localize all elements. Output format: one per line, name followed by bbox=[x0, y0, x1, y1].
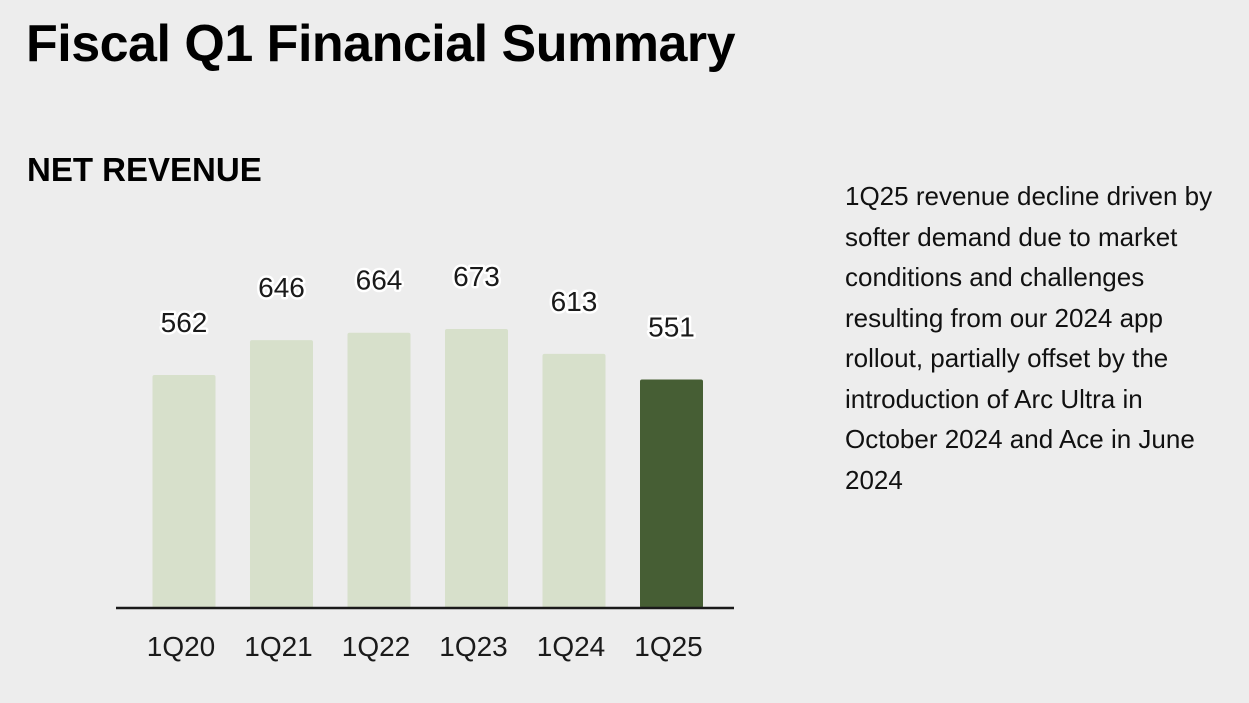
tick-labels-layer: 1Q20 1Q21 1Q22 1Q23 1Q24 1Q25 bbox=[147, 631, 703, 662]
bar-1q24 bbox=[542, 353, 606, 608]
bar-1q23 bbox=[445, 328, 508, 608]
x-tick-label-1q25: 1Q25 bbox=[634, 631, 703, 662]
value-labels-layer: 562 646 664 673 613 551 bbox=[158, 258, 697, 345]
data-label-1q21: 646 bbox=[258, 272, 305, 303]
bar-1q21 bbox=[250, 340, 313, 608]
page-title: Fiscal Q1 Financial Summary bbox=[26, 15, 736, 73]
bars-layer bbox=[152, 328, 703, 608]
x-tick-label-1q22: 1Q22 bbox=[342, 631, 411, 662]
revenue-commentary: 1Q25 revenue decline driven by softer de… bbox=[845, 181, 1213, 495]
bar-1q20 bbox=[152, 375, 216, 608]
chart-title: NET REVENUE bbox=[27, 151, 262, 188]
data-label-1q22: 664 bbox=[356, 265, 403, 296]
x-tick-label-1q23: 1Q23 bbox=[439, 631, 508, 662]
bar-1q25 bbox=[640, 379, 703, 608]
data-label-1q24: 613 bbox=[551, 286, 598, 317]
bar-1q22 bbox=[347, 332, 411, 608]
x-tick-label-1q24: 1Q24 bbox=[537, 631, 606, 662]
data-label-1q20: 562 bbox=[161, 307, 208, 338]
data-label-1q23: 673 bbox=[453, 261, 500, 292]
x-tick-label-1q21: 1Q21 bbox=[244, 631, 313, 662]
x-tick-label-1q20: 1Q20 bbox=[147, 631, 216, 662]
data-label-1q25: 551 bbox=[648, 312, 695, 343]
